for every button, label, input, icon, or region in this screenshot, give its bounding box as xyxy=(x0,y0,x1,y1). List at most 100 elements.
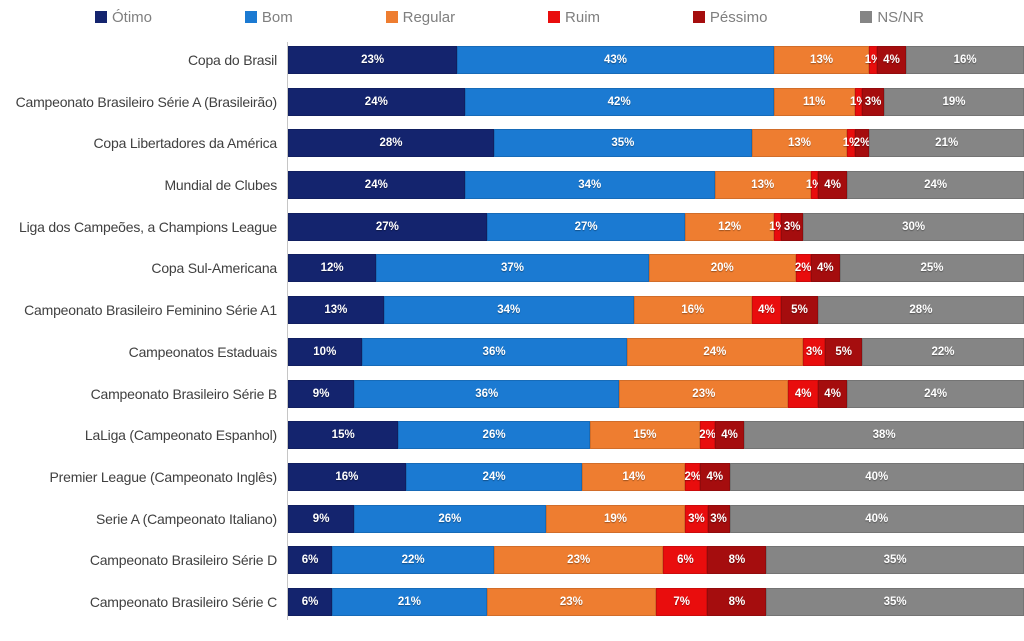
category-label: Premier League (Campeonato Inglês) xyxy=(49,468,278,485)
segment-value-label: 23% xyxy=(692,387,716,400)
segment-value-label: 3% xyxy=(688,512,705,525)
segment-value-label: 4% xyxy=(721,429,738,442)
bar-segment-nsnr: 38% xyxy=(744,421,1024,450)
stacked-bar: 13% 34% 16% 4% 5% 28% xyxy=(288,296,1024,325)
legend-item-label: NS/NR xyxy=(877,8,924,26)
stacked-bar: 12% 37% 20% 2% 4% 25% xyxy=(288,254,1024,283)
legend-swatch-otimo-icon xyxy=(95,11,107,23)
segment-value-label: 16% xyxy=(953,54,977,66)
bar-segment-regular: 19% xyxy=(545,504,686,533)
segment-value-label: 15% xyxy=(633,429,657,442)
segment-value-label: 35% xyxy=(611,137,635,150)
segment-value-label: 24% xyxy=(364,95,388,108)
bar-segment-timo: 12% xyxy=(288,254,377,283)
segment-value-label: 40% xyxy=(865,470,889,483)
category-label: LaLiga (Campeonato Espanhol) xyxy=(84,427,277,444)
bar-segment-pssimo: 2% xyxy=(854,129,870,158)
bar-segment-nsnr: 16% xyxy=(906,46,1024,74)
bar-segment-pssimo: 4% xyxy=(817,171,848,200)
bar-segment-nsnr: 28% xyxy=(817,296,1024,325)
segment-value-label: 4% xyxy=(816,262,834,275)
bar-segment-timo: 24% xyxy=(288,171,465,200)
bar-segment-nsnr: 35% xyxy=(766,587,1024,616)
category-label: Liga dos Campeões, a Champions League xyxy=(19,218,277,235)
segment-value-label: 19% xyxy=(942,95,966,108)
bar-segment-regular: 13% xyxy=(773,46,870,74)
segment-value-label: 27% xyxy=(375,220,399,233)
segment-value-label: 34% xyxy=(578,179,602,192)
segment-value-label: 23% xyxy=(361,54,385,66)
bar-row: Campeonato Brasileiro Série A (Brasileir… xyxy=(0,87,1024,116)
legend-swatch-bom-icon xyxy=(244,11,257,23)
bar-segment-timo: 16% xyxy=(288,462,406,491)
segment-value-label: 13% xyxy=(324,304,348,317)
segment-value-label: 24% xyxy=(364,179,388,192)
legend-item-label: Bom xyxy=(261,8,293,26)
bar-segment-nsnr: 24% xyxy=(847,171,1024,200)
bar-segment-pssimo: 3% xyxy=(862,87,885,116)
bar-segment-pssimo: 8% xyxy=(707,546,767,575)
bar-segment-ruim: 3% xyxy=(803,337,826,366)
bar-segment-ruim: 1% xyxy=(850,87,867,116)
bar-segment-regular: 13% xyxy=(751,129,848,158)
segment-value-label: 24% xyxy=(703,345,727,358)
bar-segment-ruim: 2% xyxy=(794,254,812,283)
bar-segment-regular: 11% xyxy=(773,87,855,116)
bar-segment-bom: 36% xyxy=(361,337,627,366)
bar-segment-pssimo: 5% xyxy=(781,296,818,325)
bar-row: Campeonato Brasileiro Série D 6% 22% 23% 6% 8… xyxy=(0,546,1024,575)
bar-segment-regular: 14% xyxy=(582,462,686,491)
segment-value-label: 13% xyxy=(787,137,812,150)
stacked-bar: 10% 36% 24% 3% 5% 22% xyxy=(288,337,1024,366)
segment-value-label: 12% xyxy=(718,220,742,233)
bar-segment-bom: 22% xyxy=(332,546,495,575)
category-label: Copa Sul-Americana xyxy=(151,260,277,277)
category-label: Campeonato Brasileiro Feminino Série A1 xyxy=(24,302,277,319)
bar-segment-regular: 23% xyxy=(494,546,664,575)
segment-value-label: 4% xyxy=(883,54,900,66)
bar-segment-pssimo: 8% xyxy=(707,587,767,616)
stacked-bar: 23% 43% 13% 1% 4% 16% xyxy=(288,46,1024,74)
bar-row: Campeonato Brasileiro Série C 6% 21% 23% 7% 8… xyxy=(0,587,1024,616)
segment-value-label: 38% xyxy=(872,429,896,442)
legend-item: Ótimo xyxy=(95,9,152,26)
bar-segment-timo: 13% xyxy=(288,296,384,325)
bar-segment-nsnr: 22% xyxy=(862,337,1024,366)
bar-row: Liga dos Campeões, a Champions League 27%… xyxy=(0,212,1024,241)
segment-value-label: 3% xyxy=(805,345,823,358)
segment-value-label: 42% xyxy=(607,95,631,108)
segment-value-label: 35% xyxy=(883,554,907,567)
segment-value-label: 16% xyxy=(681,304,705,317)
bar-segment-ruim: 4% xyxy=(788,379,818,408)
segment-value-label: 23% xyxy=(567,554,591,567)
bar-segment-ruim: 1% xyxy=(865,46,881,74)
bar-segment-regular: 15% xyxy=(589,421,701,450)
segment-value-label: 2% xyxy=(794,262,812,275)
chart-legend: Ótimo Bom Regular Ruim Péssimo NS/NR xyxy=(0,0,1024,27)
bar-segment-nsnr: 24% xyxy=(847,379,1024,408)
segment-value-label: 6% xyxy=(677,554,694,567)
bar-segment-timo: 6% xyxy=(288,587,333,616)
segment-value-label: 9% xyxy=(312,387,330,400)
segment-value-label: 4% xyxy=(706,470,724,483)
bar-segment-regular: 23% xyxy=(619,379,789,408)
segment-value-label: 2% xyxy=(684,470,702,483)
stacked-bar: 16% 24% 14% 2% 4% 40% xyxy=(288,462,1024,491)
legend-swatch-regular-icon xyxy=(385,11,398,23)
bar-row: Mundial de Clubes 24% 34% 13% 1% 4% 24% xyxy=(0,171,1024,200)
bar-row: Copa Sul-Americana 12% 37% 20% 2% 4% 25% xyxy=(0,254,1024,283)
segment-value-label: 3% xyxy=(710,512,727,525)
bar-segment-regular: 24% xyxy=(626,337,804,366)
bar-segment-bom: 34% xyxy=(383,296,634,325)
stacked-bar-chart: Copa do Brasil 23% 43% 13% 1% 4% 16% Campeonato… xyxy=(0,42,1024,620)
segment-value-label: 28% xyxy=(379,137,403,150)
bar-row: LaLiga (Campeonato Espanhol) 15% 26% 15% 2% 4… xyxy=(0,421,1024,450)
stacked-bar: 9% 36% 23% 4% 4% 24% xyxy=(288,379,1024,408)
segment-value-label: 43% xyxy=(603,54,628,66)
segment-value-label: 2% xyxy=(699,429,716,442)
bar-segment-regular: 13% xyxy=(714,171,811,200)
y-axis-line xyxy=(287,42,288,620)
bar-segment-ruim: 2% xyxy=(699,421,716,450)
bar-row: Premier League (Campeonato Inglês) 16% 24%… xyxy=(0,462,1024,491)
bar-segment-timo: 9% xyxy=(288,379,355,408)
